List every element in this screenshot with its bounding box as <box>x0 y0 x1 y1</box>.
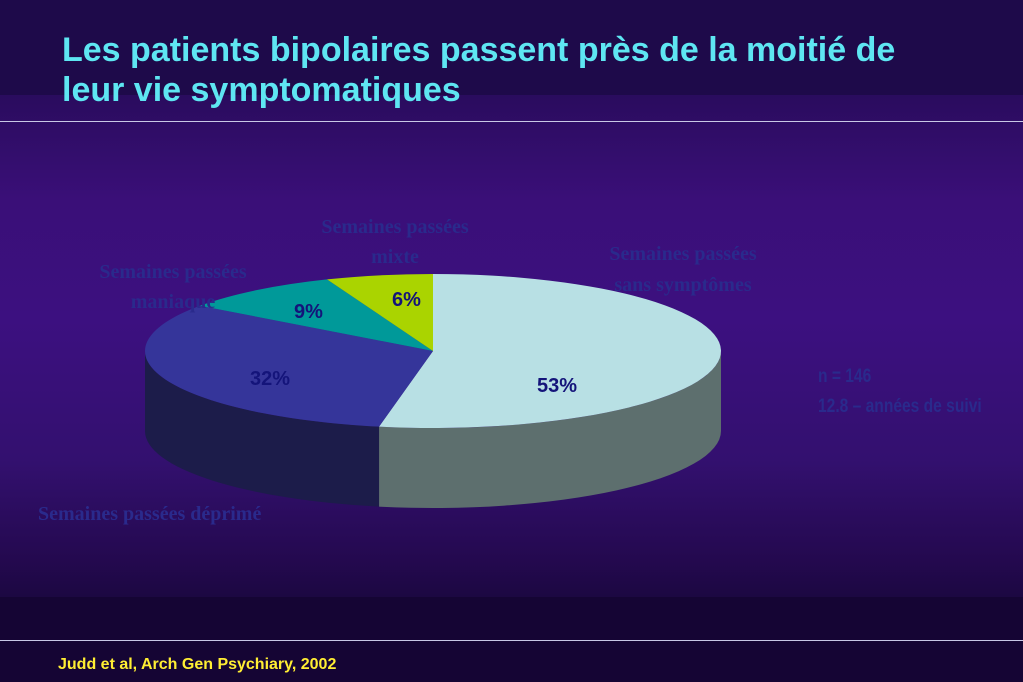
title-divider <box>0 121 1023 122</box>
pie-slice-maniaque <box>200 279 433 351</box>
pie-side-deprime <box>145 351 380 507</box>
data-label-maniaque: 9% <box>294 301 323 323</box>
data-label-deprime: 32% <box>250 368 290 390</box>
pie-slice-deprime <box>145 305 433 427</box>
follow-up-note: 12.8 – années de suivi <box>818 396 982 417</box>
data-label-sans-symptomes: 53% <box>537 375 577 397</box>
footer-divider <box>0 640 1023 641</box>
category-label-mixte: Semaines passées mixte <box>321 216 468 268</box>
pie-slice-mixte <box>326 274 433 351</box>
category-label-deprime: Semaines passées déprimé <box>38 503 261 525</box>
pie-slice-sans-symptomes <box>379 274 722 429</box>
data-label-mixte: 6% <box>392 289 421 311</box>
sample-size-note: n = 146 <box>818 366 872 387</box>
slide-title: Les patients bipolaires passent près de … <box>62 31 896 109</box>
category-label-maniaque: Semaines passées maniaque <box>99 261 246 313</box>
citation: Judd et al, Arch Gen Psychiary, 2002 <box>58 656 337 673</box>
category-label-sans-symptomes: Semaines passées sans symptômes <box>609 243 756 296</box>
pie-side-sans-symptomes <box>379 351 721 508</box>
